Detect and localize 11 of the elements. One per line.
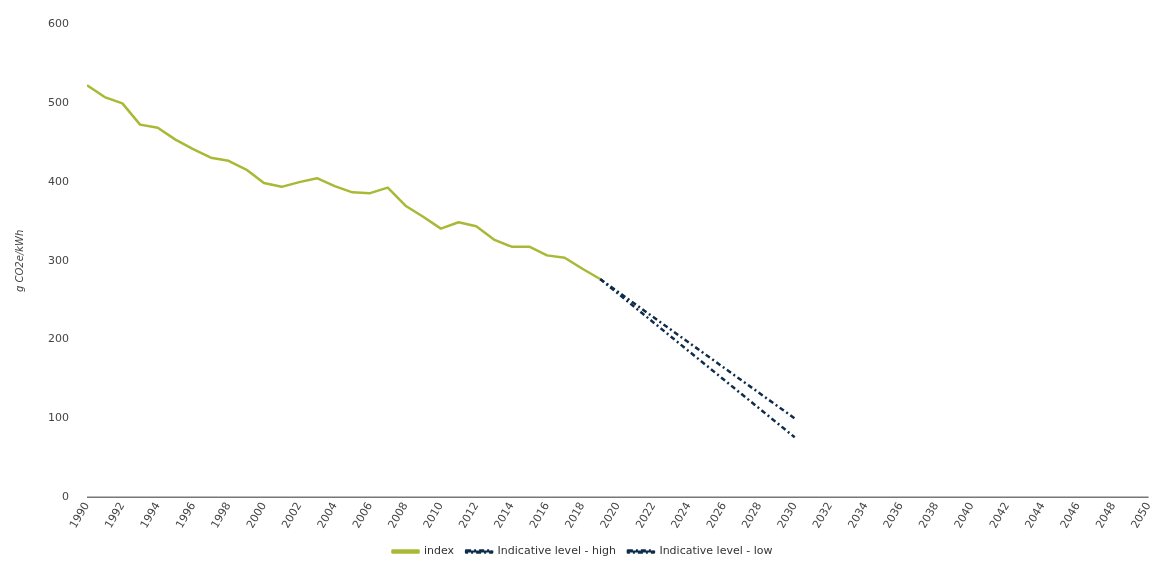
y-tick-label: 400	[48, 174, 69, 188]
legend-label: Indicative level - high	[497, 544, 616, 558]
legend-label: index	[424, 544, 455, 558]
y-tick-label: 0	[62, 490, 69, 504]
y-tick-label: 100	[48, 411, 69, 425]
y-tick-label: 200	[48, 332, 69, 346]
y-tick-label: 500	[48, 96, 69, 110]
legend-label: Indicative level - low	[659, 544, 773, 558]
y-tick-label: 300	[48, 253, 69, 267]
y-axis-title: g CO2e/kWh	[13, 229, 25, 293]
y-tick-label: 600	[48, 17, 69, 31]
